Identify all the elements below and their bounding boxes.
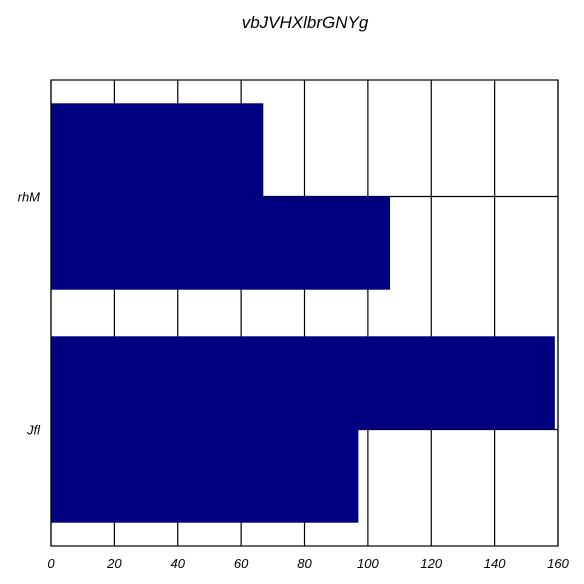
bar-Jfl-1 <box>51 429 359 523</box>
plot-frame <box>50 79 559 547</box>
x-axis-ticks: 0 20 40 60 80 100 120 140 160 <box>47 556 569 571</box>
y-axis-categories: rhM Jfl <box>18 190 42 438</box>
x-tick-label: 100 <box>357 556 379 571</box>
x-tick-label: 80 <box>297 556 312 571</box>
x-tick-label: 60 <box>234 556 249 571</box>
x-tick-label: 40 <box>171 556 186 571</box>
bar-rhM-0 <box>51 103 264 197</box>
x-tick-label: 0 <box>47 556 55 571</box>
x-tick-label: 140 <box>484 556 506 571</box>
chart-title: vbJVHXlbrGNYg <box>242 13 369 32</box>
category-label: Jfl <box>26 423 41 438</box>
bar-rhM-1 <box>51 196 391 290</box>
x-tick-label: 160 <box>547 556 569 571</box>
category-label: rhM <box>18 190 41 205</box>
bar-series <box>51 103 555 523</box>
x-tick-label: 20 <box>106 556 122 571</box>
bar-Jfl-0 <box>51 336 555 430</box>
x-tick-label: 120 <box>420 556 442 571</box>
